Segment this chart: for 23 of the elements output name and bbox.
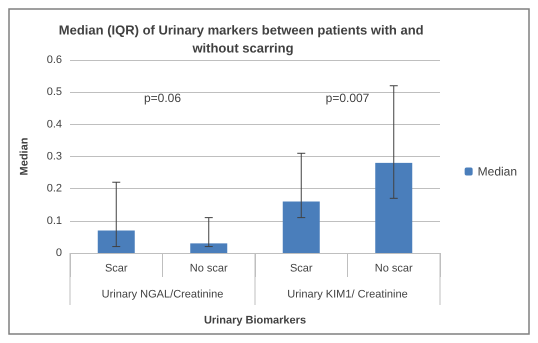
y-tick-label: 0.6	[46, 54, 62, 66]
bar	[98, 230, 135, 253]
x-tick-label: Scar	[290, 262, 313, 274]
y-tick-label: 0.5	[46, 86, 62, 98]
y-tick-label: 0.1	[46, 214, 62, 227]
x-tick-label: No scar	[190, 262, 228, 274]
y-tick-label: 0.4	[46, 118, 62, 130]
text: Urinary NGAL/Creatinine	[102, 288, 224, 300]
annotation: p=0.007	[326, 91, 370, 105]
x-tick-label: Scar	[104, 262, 128, 274]
bar	[282, 202, 320, 253]
x-tick-label: No scar	[374, 262, 414, 274]
bar	[190, 243, 228, 253]
chart-title: Median (IQR) of Urinary markers between patients with and without scarring	[58, 22, 428, 56]
legend-label: Median	[478, 164, 517, 178]
text: Urinary KIM1/ Creatinine	[287, 288, 408, 300]
bar	[375, 162, 412, 253]
annotation: p=0.06	[144, 91, 182, 105]
x-axis-title: Urinary Biomarkers	[204, 314, 306, 326]
y-tick-label: 0.2	[46, 182, 62, 195]
y-tick-label: 0	[56, 247, 62, 259]
y-tick-label: 0.3	[46, 150, 62, 162]
y-axis-title: Median	[18, 137, 30, 176]
